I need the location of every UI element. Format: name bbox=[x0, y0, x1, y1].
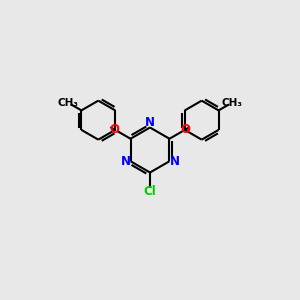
Text: N: N bbox=[145, 116, 155, 129]
Text: N: N bbox=[169, 155, 180, 168]
Text: Cl: Cl bbox=[144, 184, 156, 198]
Text: N: N bbox=[120, 155, 130, 168]
Text: CH₃: CH₃ bbox=[58, 98, 79, 108]
Text: O: O bbox=[181, 123, 190, 136]
Text: O: O bbox=[110, 123, 119, 136]
Text: CH₃: CH₃ bbox=[221, 98, 242, 108]
